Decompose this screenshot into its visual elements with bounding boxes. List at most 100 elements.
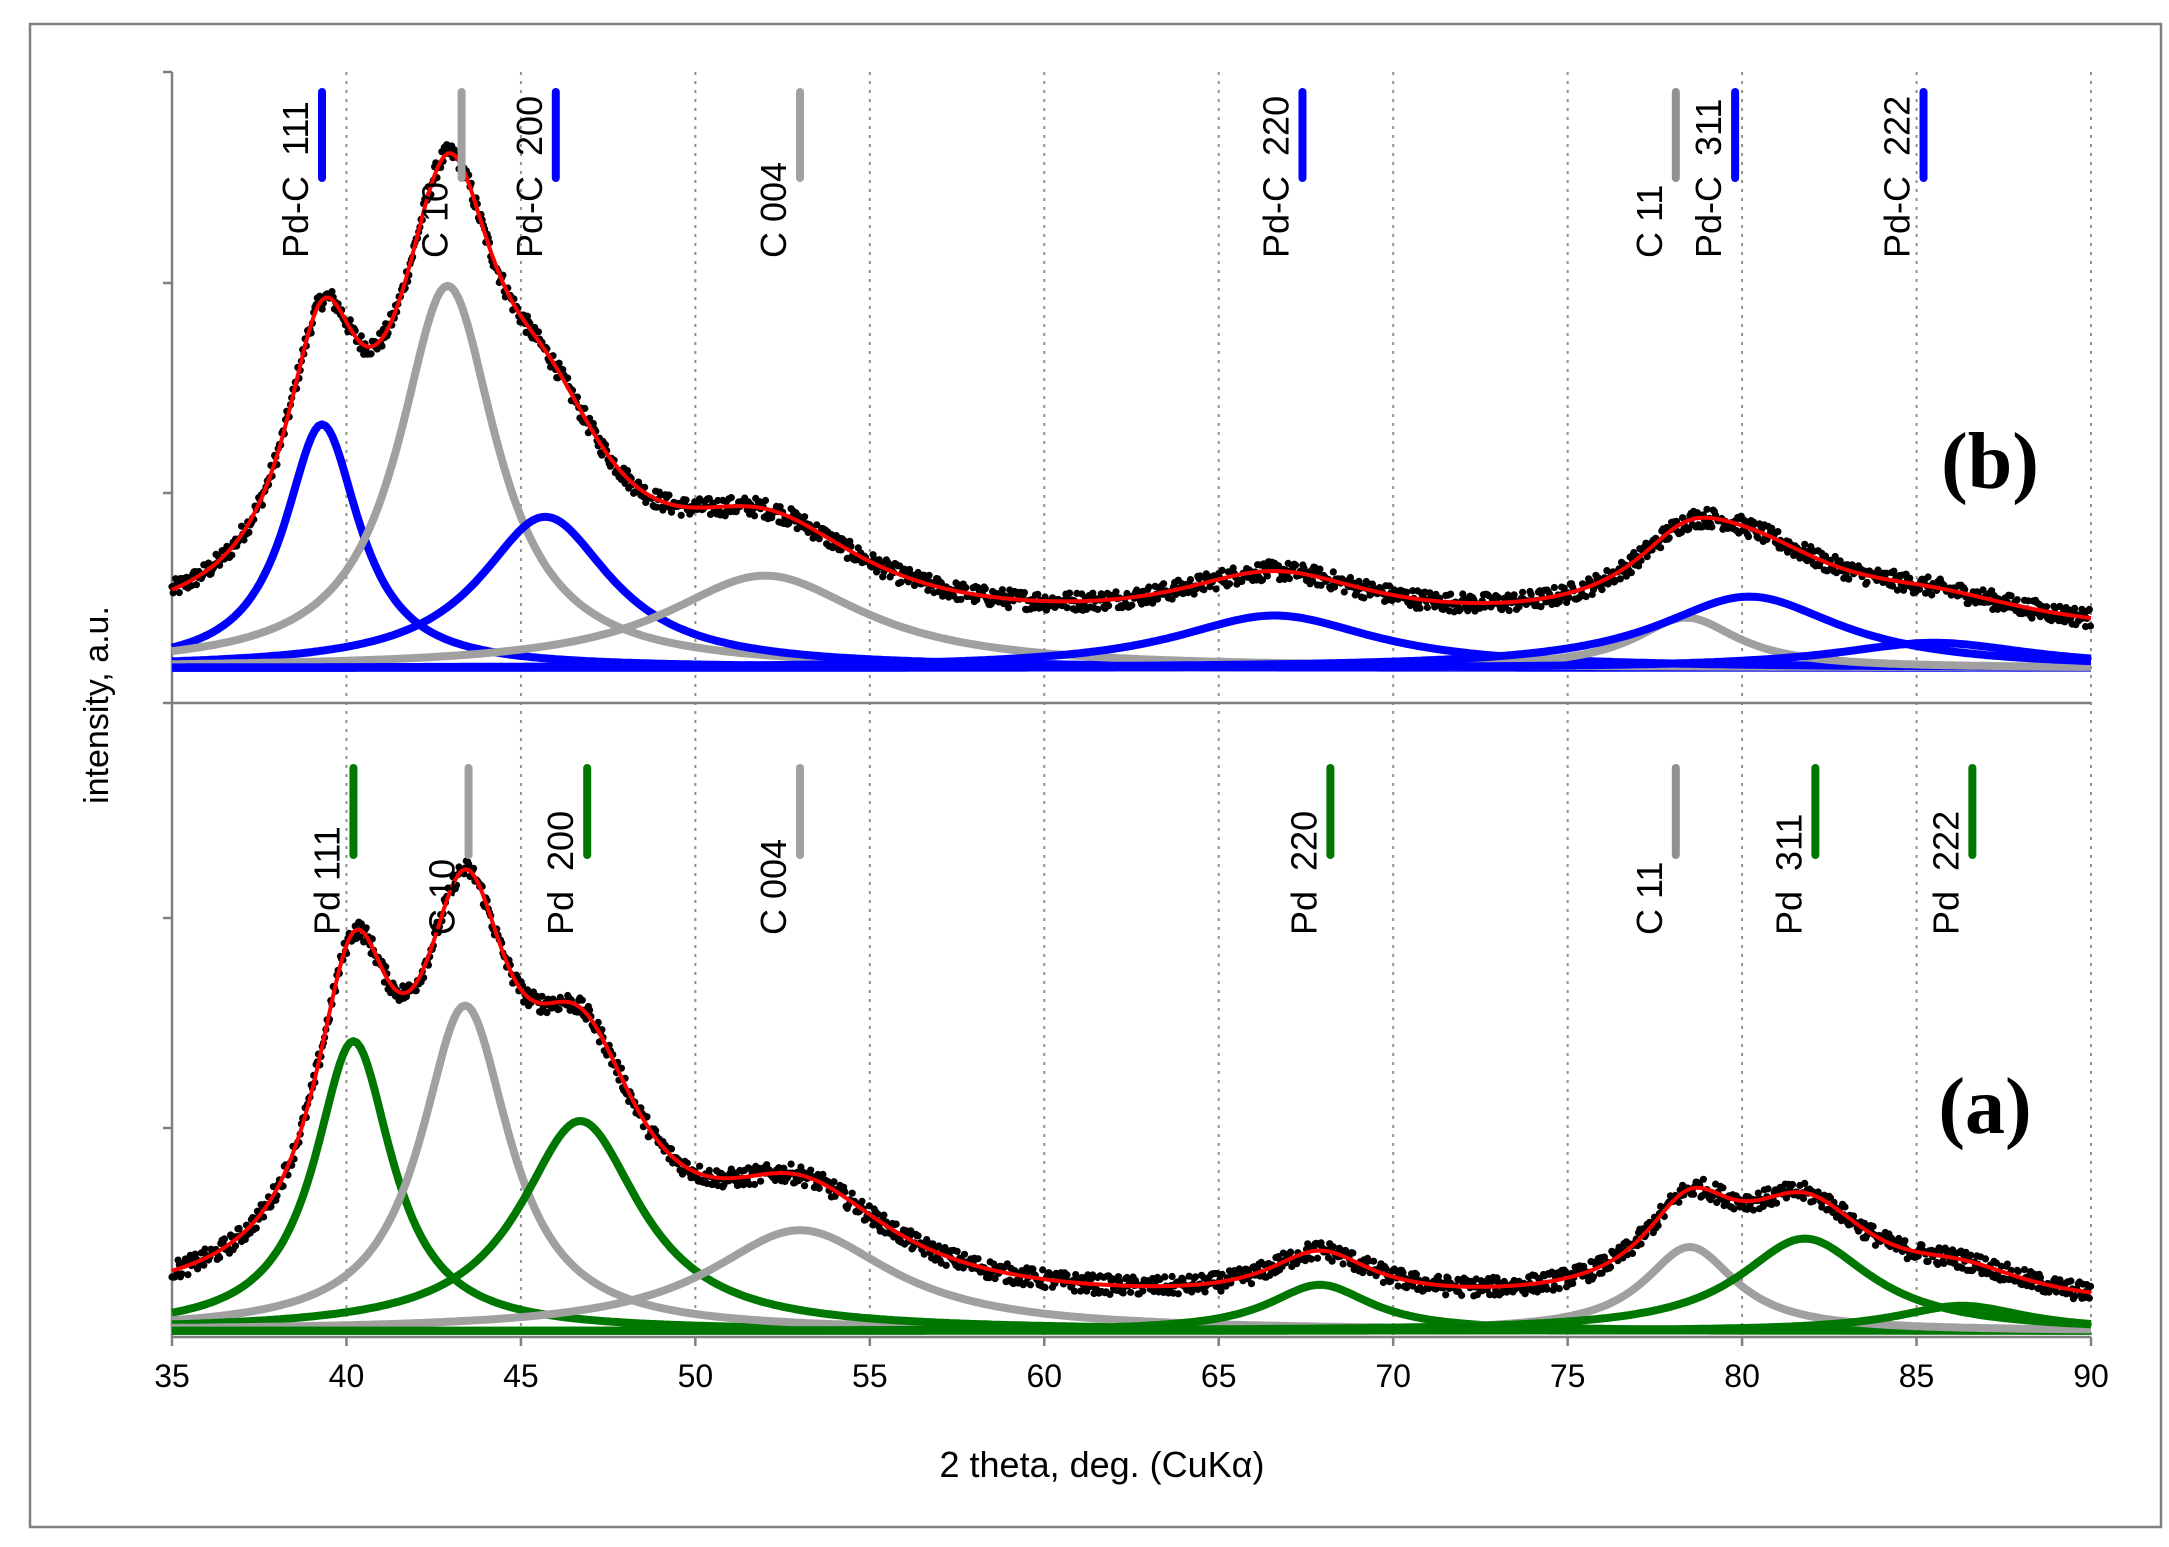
data-point bbox=[1672, 517, 1681, 525]
data-point bbox=[1116, 1278, 1124, 1286]
component-curve-pd-222 bbox=[171, 1301, 2092, 1335]
data-point bbox=[1218, 566, 1226, 575]
data-point bbox=[1906, 574, 1914, 582]
data-point bbox=[201, 1245, 209, 1253]
peak-label-4: Pd-C 220 bbox=[1255, 96, 1296, 258]
data-point bbox=[1340, 588, 1348, 596]
data-point bbox=[1382, 1264, 1390, 1273]
data-point bbox=[2085, 605, 2093, 614]
data-point bbox=[1346, 573, 1354, 582]
data-point bbox=[1119, 1289, 1127, 1297]
panel-b: Pd-C 111 C 10 Pd-C 200 C 004 Pd-C 220 C 11 Pd-… bbox=[168, 88, 2095, 672]
data-point bbox=[1212, 585, 1220, 593]
data-point bbox=[184, 1271, 192, 1279]
data-point bbox=[1360, 594, 1368, 602]
data-point bbox=[1871, 1241, 1880, 1249]
data-point bbox=[678, 1170, 687, 1178]
data-point bbox=[1589, 1273, 1598, 1281]
data-point bbox=[1893, 586, 1902, 594]
data-point bbox=[1015, 1276, 1024, 1284]
panel-a: Pd 111 C 10 Pd 200 C 004 Pd 220 C 11 Pd 311 Pd … bbox=[168, 764, 2095, 1335]
component-curve-pd-c-222 bbox=[171, 638, 2092, 672]
peak-label-0: Pd-C 111 bbox=[275, 101, 316, 258]
data-point bbox=[1387, 1277, 1395, 1285]
data-point bbox=[813, 521, 821, 529]
data-point bbox=[235, 1224, 243, 1233]
data-point bbox=[1379, 1278, 1387, 1287]
data-point bbox=[957, 595, 965, 604]
data-point bbox=[1918, 1241, 1926, 1249]
data-point bbox=[1519, 588, 1527, 596]
data-point bbox=[238, 522, 246, 530]
data-point bbox=[1313, 1254, 1322, 1262]
data-point bbox=[200, 1261, 208, 1269]
x-tick-label-90: 90 bbox=[2073, 1358, 2109, 1394]
x-tick-label-50: 50 bbox=[678, 1358, 714, 1394]
data-point bbox=[1316, 565, 1324, 573]
data-point bbox=[776, 503, 784, 511]
data-point bbox=[848, 1189, 856, 1197]
data-point bbox=[1510, 591, 1518, 599]
data-point bbox=[2071, 1292, 2079, 1300]
peak-label-0: Pd 111 bbox=[306, 826, 347, 935]
data-point bbox=[1654, 1221, 1662, 1230]
peak-label-3: C 004 bbox=[753, 839, 794, 935]
component-curve-pd-200 bbox=[171, 1117, 2092, 1335]
data-point bbox=[761, 496, 770, 505]
data-point bbox=[750, 512, 759, 520]
data-point bbox=[1836, 557, 1844, 565]
data-point bbox=[1749, 1206, 1757, 1214]
data-point bbox=[1128, 601, 1136, 609]
data-point bbox=[2085, 1294, 2093, 1302]
data-point bbox=[1191, 1273, 1199, 1281]
data-point bbox=[1139, 1287, 1147, 1295]
data-point bbox=[1863, 578, 1871, 586]
data-point bbox=[2014, 1267, 2022, 1275]
data-point bbox=[1200, 586, 1208, 594]
panel-label-a: (a) bbox=[1938, 1063, 2031, 1151]
data-point bbox=[606, 462, 615, 470]
data-point bbox=[1063, 1271, 1071, 1279]
data-point bbox=[2086, 1282, 2095, 1290]
data-point bbox=[1981, 1255, 1990, 1263]
data-point bbox=[801, 513, 809, 521]
data-point bbox=[1901, 1237, 1909, 1245]
data-point bbox=[1247, 1280, 1256, 1288]
x-tick-label-60: 60 bbox=[1026, 1358, 1062, 1394]
data-point bbox=[220, 1235, 229, 1243]
data-point bbox=[578, 996, 586, 1004]
data-point bbox=[974, 1255, 982, 1263]
data-point bbox=[819, 1170, 827, 1178]
data-point bbox=[1029, 1265, 1037, 1273]
data-point bbox=[564, 374, 572, 382]
data-point bbox=[1317, 581, 1325, 589]
data-point bbox=[1628, 1249, 1637, 1257]
data-point bbox=[705, 1166, 713, 1174]
data-point bbox=[1070, 1287, 1079, 1295]
data-point bbox=[1339, 1260, 1347, 1268]
data-point bbox=[1643, 553, 1651, 561]
data-point bbox=[1355, 577, 1363, 586]
data-point bbox=[1869, 1222, 1877, 1230]
data-point bbox=[1258, 576, 1267, 584]
data-point bbox=[1145, 583, 1153, 591]
data-point bbox=[252, 1224, 260, 1232]
data-point bbox=[925, 571, 933, 579]
data-point bbox=[1225, 580, 1234, 588]
data-point bbox=[412, 987, 420, 995]
data-point bbox=[1423, 603, 1431, 612]
data-point bbox=[942, 1261, 950, 1269]
data-point bbox=[523, 312, 532, 320]
data-point bbox=[1580, 1262, 1588, 1270]
data-point bbox=[1889, 582, 1897, 590]
data-point bbox=[962, 584, 970, 592]
data-point bbox=[216, 1254, 224, 1262]
data-point bbox=[2067, 1277, 2075, 1285]
data-point bbox=[1505, 607, 1513, 615]
data-point bbox=[815, 1184, 823, 1192]
data-point bbox=[581, 404, 589, 413]
data-point bbox=[1394, 1282, 1402, 1290]
data-point bbox=[1168, 1272, 1176, 1281]
data-point bbox=[2036, 1274, 2044, 1282]
